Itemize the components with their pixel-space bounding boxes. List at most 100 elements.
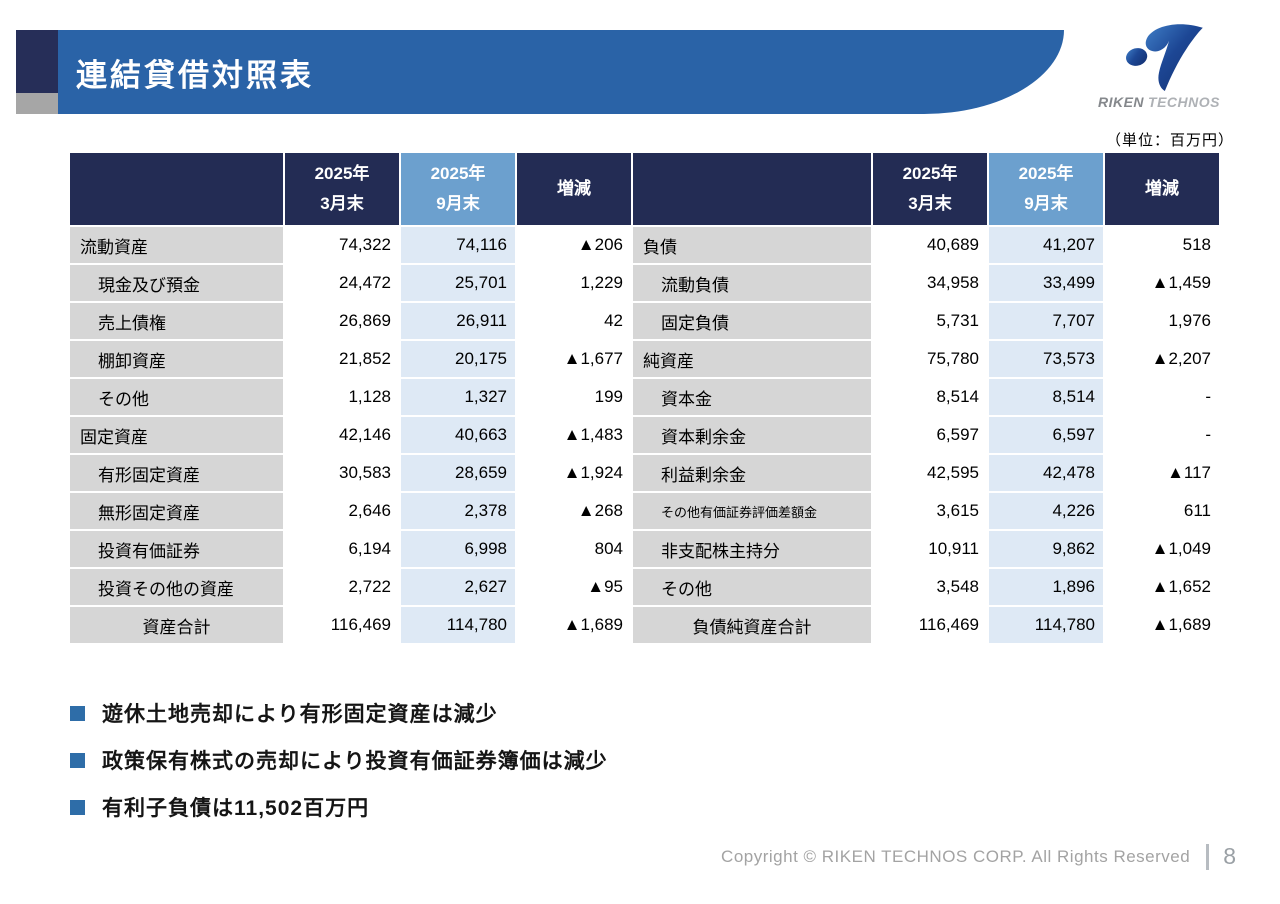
table-row: その他 1,128 1,327 199 資本金 8,514 8,514- bbox=[68, 377, 1221, 417]
value-2025-09: 25,701 bbox=[399, 263, 517, 303]
value-2025-09: 6,998 bbox=[399, 529, 517, 569]
value-2025-03: 40,689 bbox=[871, 225, 989, 265]
value-change: - bbox=[1103, 415, 1221, 455]
row-label: 無形固定資産 bbox=[68, 491, 285, 531]
value-2025-09: 1,327 bbox=[399, 377, 517, 417]
value-2025-03: 116,469 bbox=[283, 605, 401, 645]
value-2025-09: 7,707 bbox=[987, 301, 1105, 341]
value-change: ▲1,049 bbox=[1103, 529, 1221, 569]
unit-label: （単位：百万円） bbox=[1105, 132, 1234, 149]
value-change: ▲1,652 bbox=[1103, 567, 1221, 607]
value-2025-09: 28,659 bbox=[399, 453, 517, 493]
row-label: 流動負債 bbox=[631, 263, 873, 303]
row-label: その他有価証券評価差額金 bbox=[631, 491, 873, 531]
value-2025-03: 3,548 bbox=[871, 567, 989, 607]
list-item: 政策保有株式の売却により投資有価証券簿価は減少 bbox=[70, 745, 608, 775]
row-label: その他 bbox=[68, 377, 285, 417]
value-2025-09: 2,627 bbox=[399, 567, 517, 607]
value-2025-09: 4,226 bbox=[987, 491, 1105, 531]
value-change: ▲1,677 bbox=[515, 339, 633, 379]
table-row: 投資有価証券 6,194 6,998 804 非支配株主持分 10,911 9,862 ▲1,… bbox=[68, 529, 1221, 569]
value-2025-03: 26,869 bbox=[283, 301, 401, 341]
value-2025-09: 6,597 bbox=[987, 415, 1105, 455]
value-2025-09: 20,175 bbox=[399, 339, 517, 379]
row-label: 固定資産 bbox=[68, 415, 285, 455]
note-text: 遊休土地売却により有形固定資産は減少 bbox=[102, 703, 498, 726]
value-2025-03: 34,958 bbox=[871, 263, 989, 303]
company-logo: RIKEN TECHNOS bbox=[1080, 20, 1238, 110]
row-label: 資本剰余金 bbox=[631, 415, 873, 455]
row-label: 資本金 bbox=[631, 377, 873, 417]
list-item: 有利子負債は11,502百万円 bbox=[70, 792, 608, 822]
title-banner: 連結貸借対照表 bbox=[16, 30, 1064, 114]
row-label: 固定負債 bbox=[631, 301, 873, 341]
value-change: ▲268 bbox=[515, 491, 633, 531]
row-label: 流動資産 bbox=[68, 225, 285, 265]
row-label: その他 bbox=[631, 567, 873, 607]
page-number-divider bbox=[1206, 843, 1210, 870]
value-2025-09: 1,896 bbox=[987, 567, 1105, 607]
value-2025-03: 116,469 bbox=[871, 605, 989, 645]
value-2025-03: 1,128 bbox=[283, 377, 401, 417]
row-label: 純資産 bbox=[631, 339, 873, 379]
title-accent-navy-block bbox=[16, 30, 58, 93]
corner-cell-right bbox=[631, 151, 873, 227]
value-2025-09: 8,514 bbox=[987, 377, 1105, 417]
value-change: 804 bbox=[515, 529, 633, 569]
table-row: 棚卸資産 21,852 20,175 ▲1,677 純資産 75,780 73,573 ▲2,… bbox=[68, 339, 1221, 379]
value-2025-03: 2,646 bbox=[283, 491, 401, 531]
value-change: ▲206 bbox=[515, 225, 633, 265]
value-change: ▲1,924 bbox=[515, 453, 633, 493]
row-label: 資産合計 bbox=[68, 605, 285, 645]
note-text: 有利子負債は11,502百万円 bbox=[102, 797, 370, 820]
row-label: 利益剰余金 bbox=[631, 453, 873, 493]
table-row: 無形固定資産 2,646 2,378 ▲268 その他有価証券評価差額金 3,615 4,2… bbox=[68, 491, 1221, 531]
value-2025-03: 8,514 bbox=[871, 377, 989, 417]
header-2025-03-right: 2025年 3月末 bbox=[871, 151, 989, 227]
balance-table-body: 流動資産 74,322 74,116 ▲206 負債 40,689 41,207 518 現金及… bbox=[68, 225, 1221, 645]
table-row: 資産合計 116,469 114,780 ▲1,689 負債純資産合計 116,469 11… bbox=[68, 605, 1221, 645]
value-change: ▲1,459 bbox=[1103, 263, 1221, 303]
balance-sheet-table: 2025年 3月末 2025年 9月末 増減 2025年 3月末 2025年 9月末 増… bbox=[68, 151, 1221, 645]
value-2025-09: 114,780 bbox=[399, 605, 517, 645]
row-label: 棚卸資産 bbox=[68, 339, 285, 379]
table-row: 売上債権 26,869 26,911 42 固定負債 5,731 7,707 1,976 bbox=[68, 301, 1221, 341]
row-label: 負債 bbox=[631, 225, 873, 265]
value-2025-03: 42,146 bbox=[283, 415, 401, 455]
row-label: 現金及び預金 bbox=[68, 263, 285, 303]
value-change: 1,976 bbox=[1103, 301, 1221, 341]
value-2025-03: 2,722 bbox=[283, 567, 401, 607]
header-2025-09-left: 2025年 9月末 bbox=[399, 151, 517, 227]
value-2025-09: 9,862 bbox=[987, 529, 1105, 569]
title-accent-gray-block bbox=[16, 93, 58, 114]
value-change: ▲1,689 bbox=[515, 605, 633, 645]
value-change: ▲1,483 bbox=[515, 415, 633, 455]
value-change: ▲1,689 bbox=[1103, 605, 1221, 645]
value-2025-09: 42,478 bbox=[987, 453, 1105, 493]
row-label: 負債純資産合計 bbox=[631, 605, 873, 645]
row-label: 有形固定資産 bbox=[68, 453, 285, 493]
header-change-right: 増減 bbox=[1103, 151, 1221, 227]
table-row: 流動資産 74,322 74,116 ▲206 負債 40,689 41,207 518 bbox=[68, 225, 1221, 265]
table-header-row: 2025年 3月末 2025年 9月末 増減 2025年 3月末 2025年 9月末 増… bbox=[68, 151, 1221, 227]
value-2025-03: 42,595 bbox=[871, 453, 989, 493]
value-change: 611 bbox=[1103, 491, 1221, 531]
value-2025-03: 6,597 bbox=[871, 415, 989, 455]
corner-cell-left bbox=[68, 151, 285, 227]
value-2025-09: 26,911 bbox=[399, 301, 517, 341]
value-2025-09: 2,378 bbox=[399, 491, 517, 531]
value-change: ▲95 bbox=[515, 567, 633, 607]
value-2025-09: 33,499 bbox=[987, 263, 1105, 303]
value-2025-03: 21,852 bbox=[283, 339, 401, 379]
table-row: 投資その他の資産 2,722 2,627 ▲95 その他 3,548 1,896 ▲1,652 bbox=[68, 567, 1221, 607]
value-change: 199 bbox=[515, 377, 633, 417]
bullet-square-icon bbox=[70, 705, 85, 721]
value-2025-03: 30,583 bbox=[283, 453, 401, 493]
value-2025-09: 114,780 bbox=[987, 605, 1105, 645]
slide-footer: Copyright © RIKEN TECHNOS CORP. All Righ… bbox=[721, 843, 1236, 870]
value-change: - bbox=[1103, 377, 1221, 417]
value-2025-09: 40,663 bbox=[399, 415, 517, 455]
value-2025-09: 74,116 bbox=[399, 225, 517, 265]
value-2025-03: 24,472 bbox=[283, 263, 401, 303]
list-item: 遊休土地売却により有形固定資産は減少 bbox=[70, 698, 608, 728]
